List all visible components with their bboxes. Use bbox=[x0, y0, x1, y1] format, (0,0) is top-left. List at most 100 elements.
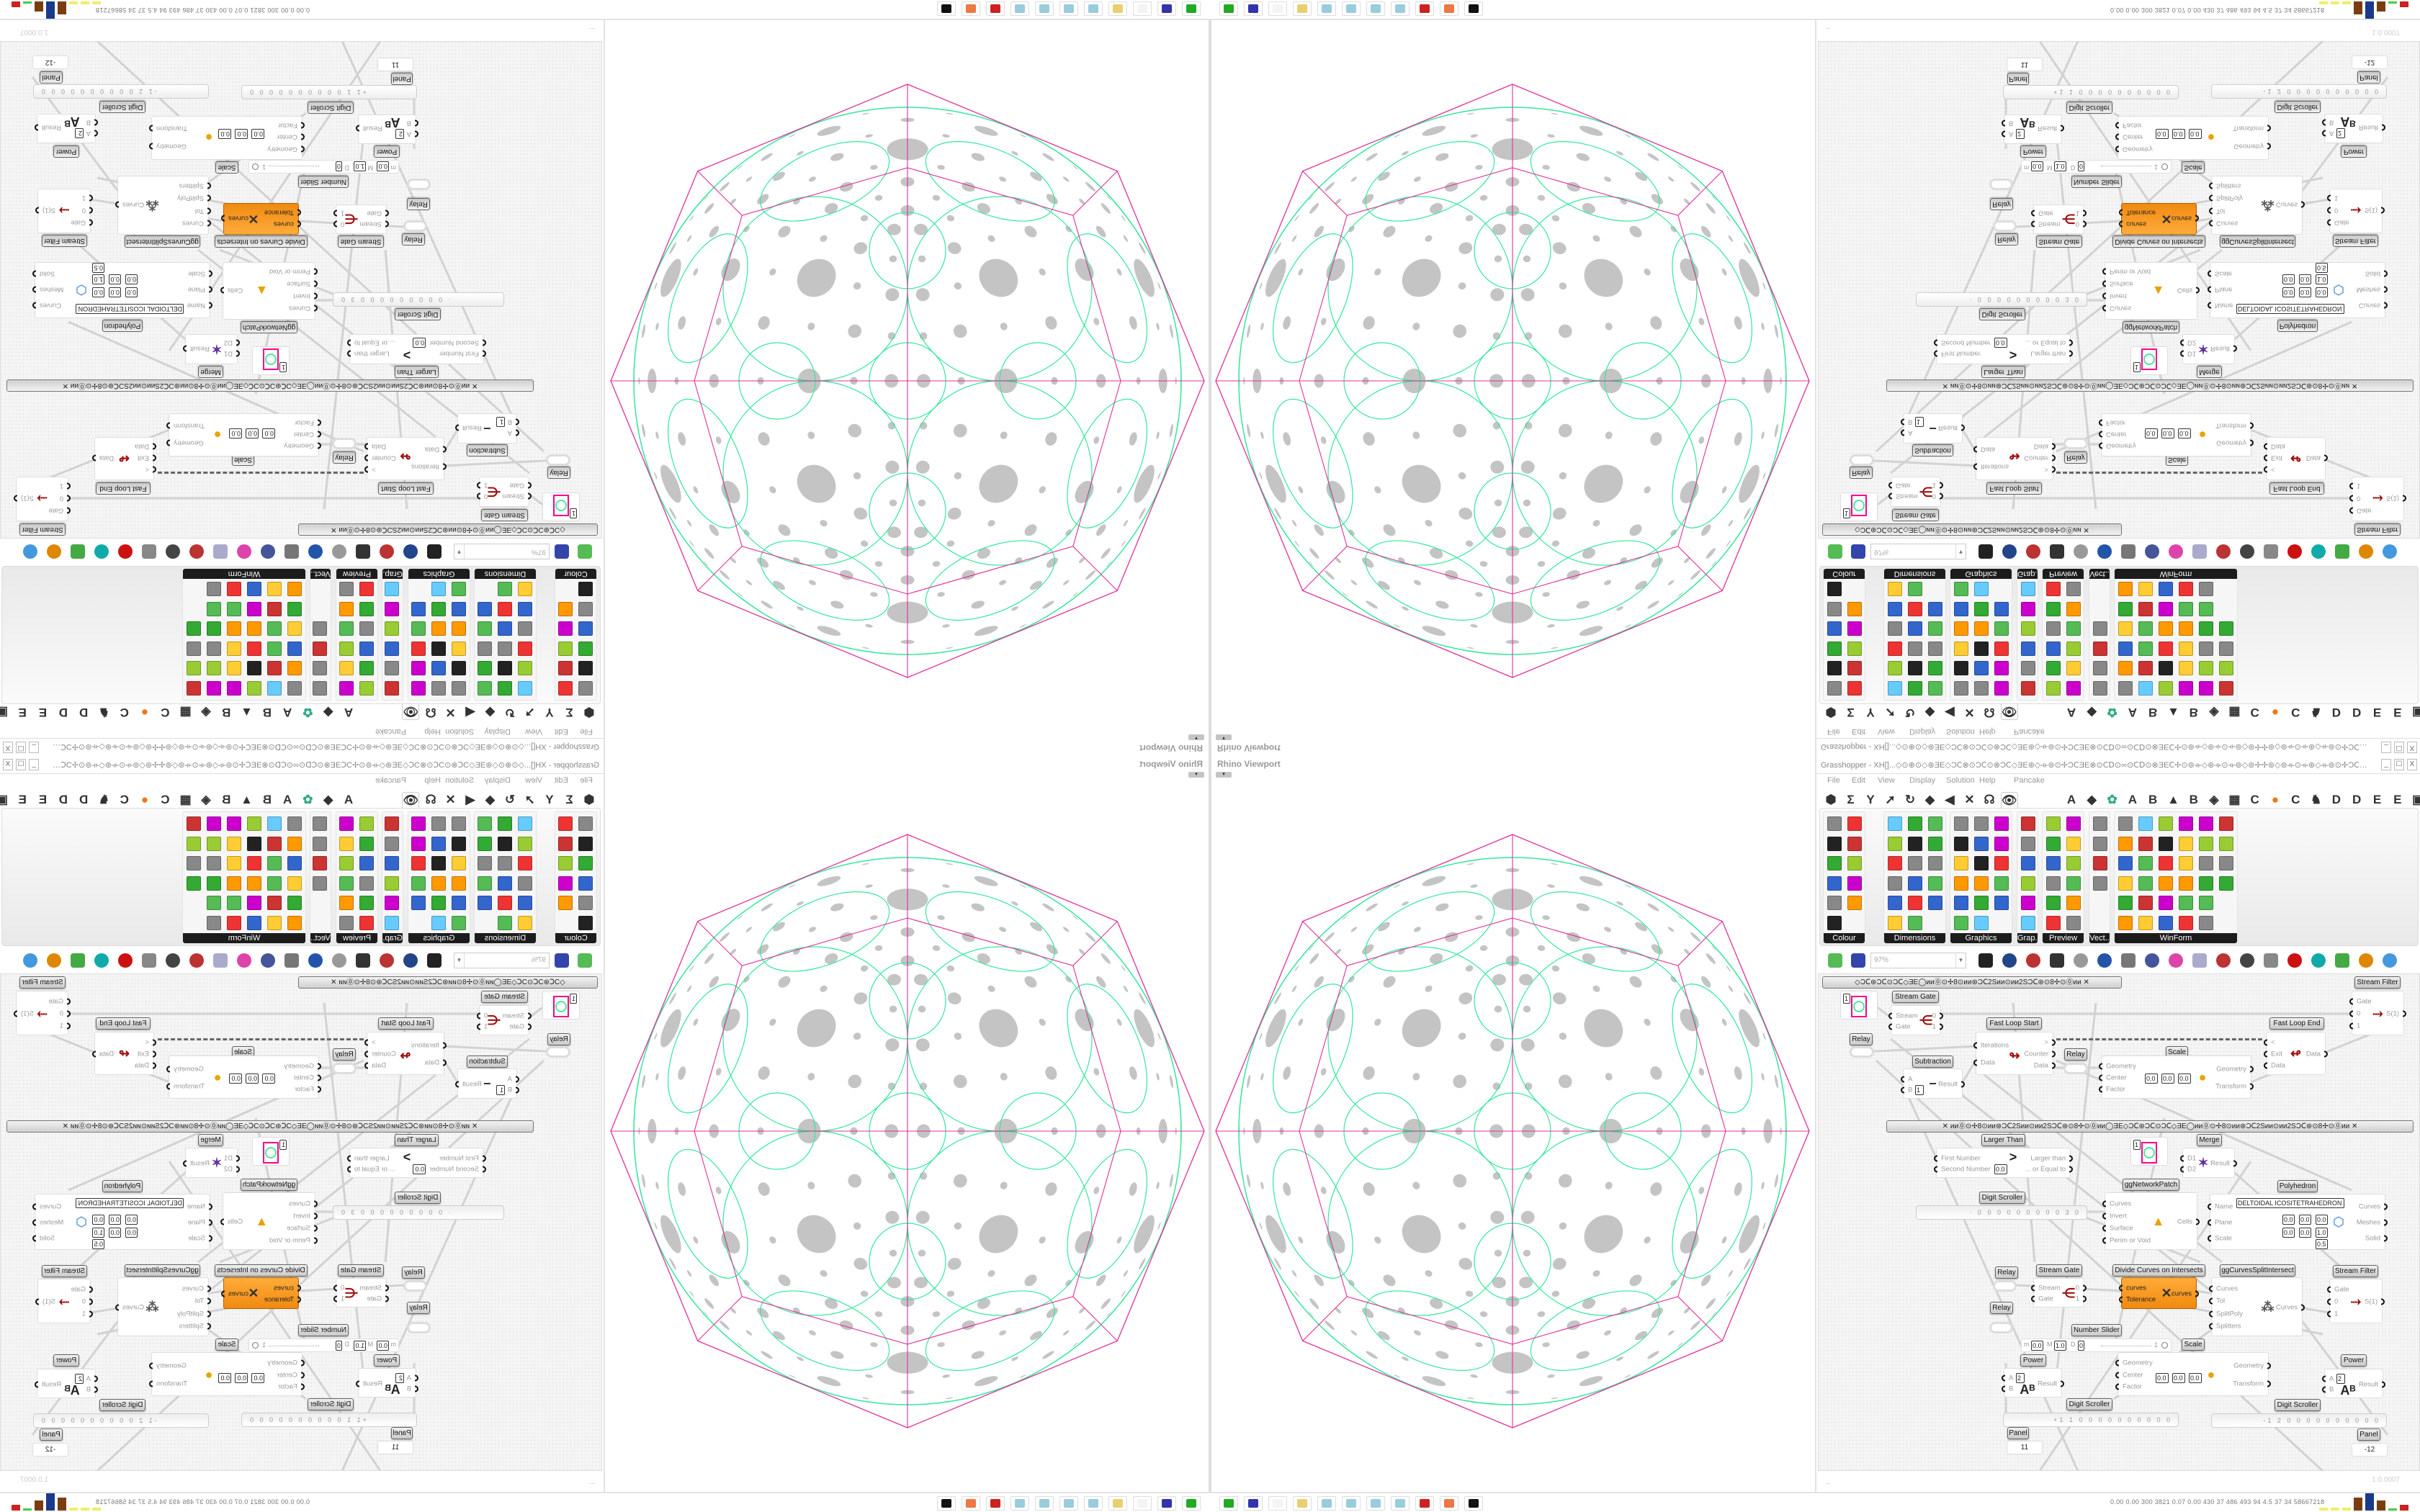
stream-gate-label[interactable]: Stream Gate bbox=[481, 509, 528, 521]
red-icon[interactable] bbox=[118, 544, 133, 559]
ribbon-tool-icon[interactable] bbox=[227, 915, 241, 930]
ribbon-tool-icon[interactable] bbox=[2066, 621, 2081, 636]
input-grip[interactable] bbox=[2264, 443, 2267, 450]
blank-icon[interactable] bbox=[1268, 1496, 1287, 1511]
green-icon[interactable] bbox=[71, 953, 85, 968]
menu-view[interactable]: View bbox=[525, 776, 542, 785]
ggnetworkpatch-label[interactable]: ggNetworkPatch bbox=[2123, 1179, 2179, 1191]
notepad-icon[interactable] bbox=[1035, 1496, 1054, 1511]
tab-icon-27[interactable]: ▣ bbox=[2409, 704, 2420, 720]
relay-node[interactable] bbox=[407, 179, 431, 190]
output-grip[interactable] bbox=[220, 1218, 224, 1225]
tab-icon-2[interactable]: Y bbox=[1866, 706, 1875, 719]
ribbon-tool-icon[interactable] bbox=[2118, 876, 2133, 891]
menu-edit[interactable]: Edit bbox=[1852, 727, 1865, 736]
ribbon-tool-icon[interactable] bbox=[1888, 681, 1902, 696]
ribbon-tool-icon[interactable] bbox=[227, 876, 241, 891]
menu-file[interactable]: File bbox=[1827, 727, 1840, 736]
power-component[interactable]: A B Result Aᴮ 2 bbox=[2002, 114, 2064, 144]
ribbon-tool-icon[interactable] bbox=[431, 621, 446, 636]
output-grip[interactable] bbox=[32, 270, 36, 277]
input-grip[interactable] bbox=[2327, 207, 2331, 214]
ribbon-tool-icon[interactable] bbox=[2138, 681, 2153, 696]
ribbon-tool-icon[interactable] bbox=[1827, 602, 1842, 616]
search-icon[interactable] bbox=[2145, 953, 2159, 968]
input-grip[interactable] bbox=[2208, 1219, 2211, 1226]
ribbon-panel-label[interactable]: Grap.. bbox=[382, 569, 403, 579]
input-grip[interactable] bbox=[2099, 431, 2102, 438]
ribbon-tool-icon[interactable] bbox=[452, 661, 466, 676]
group-bar[interactable]: ✕ ᴎᴎ⓪⊙✢8⊙ᴎᴎ⊛ƆⅭ2Sᴎᴎ⊙ᴎᴎ2SƆⅭ⊛⊙8✢⊙⓪ᴎᴎ◯ƎE◇ƆⅭ⊛… bbox=[6, 379, 534, 392]
ribbon-tool-icon[interactable] bbox=[187, 856, 201, 870]
ribbon-tool-icon[interactable] bbox=[2159, 582, 2173, 597]
tab-icon-16[interactable]: B bbox=[2189, 706, 2198, 719]
ribbon-tool-icon[interactable] bbox=[2159, 915, 2173, 930]
tab-icon-10[interactable]: A bbox=[2066, 793, 2076, 806]
input-grip[interactable] bbox=[2119, 1284, 2123, 1292]
tab-icon-23[interactable]: D bbox=[79, 793, 89, 806]
input-field-zx[interactable]: 0.0 bbox=[125, 274, 138, 284]
tab-icon-5[interactable]: ◆ bbox=[1924, 793, 1935, 806]
relay-label[interactable]: Relay bbox=[1995, 1266, 2018, 1279]
group-bar[interactable]: ◇ƆⅭ⊛ƆⅭ⊙ƆⅭ◇ƎE◯ᴎᴎ⓪⊙✢8⊙ᴎᴎ⊛ƆⅭ2Sᴎᴎ⊙ᴎᴎ2SƆⅭ⊛⊙8✢… bbox=[298, 523, 598, 536]
relay-node[interactable] bbox=[403, 220, 427, 232]
ribbon-tool-icon[interactable] bbox=[578, 621, 593, 636]
input-field-second[interactable]: 0.0 bbox=[1994, 1164, 2007, 1174]
ribbon-panel-label[interactable]: Vect.. bbox=[310, 933, 331, 943]
ribbon-tool-icon[interactable] bbox=[1908, 582, 1922, 597]
input-grip[interactable] bbox=[2322, 1375, 2326, 1382]
subtraction-label[interactable]: Subtraction bbox=[467, 1056, 508, 1068]
ribbon-panel-label[interactable]: Dimensions bbox=[475, 569, 536, 579]
viewport-menu-button[interactable]: ▾ bbox=[1216, 772, 1232, 778]
red-icon[interactable] bbox=[118, 953, 133, 968]
tab-icon-24[interactable]: D bbox=[2352, 706, 2362, 719]
input-grip[interactable] bbox=[2031, 1284, 2035, 1292]
ribbon-tool-icon[interactable] bbox=[247, 915, 261, 930]
stream-filter-label[interactable]: Stream Filter bbox=[19, 523, 66, 536]
polyhedron-component[interactable]: Name Plane Scale Curves Meshes Solid ⬡ DELTOIDA… bbox=[2208, 1194, 2388, 1250]
input-grip[interactable] bbox=[2209, 1310, 2213, 1318]
ribbon-tool-icon[interactable] bbox=[2159, 602, 2173, 616]
maximize-button[interactable]: ☐ bbox=[2394, 759, 2404, 770]
relay-label[interactable]: Relay bbox=[2064, 451, 2087, 464]
input-field-zy[interactable]: 0.0 bbox=[109, 274, 121, 284]
relay-node[interactable] bbox=[1989, 1322, 2013, 1333]
ribbon-tool-icon[interactable] bbox=[578, 836, 593, 851]
stream-gate-label[interactable]: Stream Gate bbox=[481, 991, 528, 1003]
tab-icon-25[interactable]: E bbox=[2372, 706, 2382, 719]
tab-icon-3[interactable]: ➚ bbox=[1885, 706, 1896, 719]
input-grip[interactable] bbox=[2102, 1237, 2106, 1243]
tab-icon-13[interactable]: A bbox=[2128, 706, 2138, 719]
input-field-y[interactable]: 0.0 bbox=[2161, 1074, 2174, 1084]
digit-scroller[interactable]: +1 1 0 0 0 0 0 0 0 0 0 0 bbox=[241, 1413, 417, 1427]
number-slider[interactable]: m 0.0 M 1.0 D 0 1 bbox=[248, 1338, 399, 1352]
zoom-combo[interactable]: 97% ▼ bbox=[1870, 544, 1966, 559]
ribbon-tool-icon[interactable] bbox=[578, 856, 593, 870]
ribbon-tool-icon[interactable] bbox=[1974, 602, 1989, 616]
input-grip[interactable] bbox=[2327, 1310, 2331, 1318]
notepad-icon[interactable] bbox=[1391, 1, 1410, 16]
stream-filter-component[interactable]: Gate 0 1 S(1) ⤑ bbox=[2327, 1279, 2385, 1323]
scale-label[interactable]: Scale bbox=[2182, 1338, 2205, 1351]
ribbon-tool-icon[interactable] bbox=[2021, 876, 2035, 891]
tab-icon-21[interactable]: C bbox=[120, 706, 129, 719]
ribbon-tool-icon[interactable] bbox=[498, 642, 512, 656]
slider-min[interactable]: 0.0 bbox=[377, 161, 389, 171]
scale-component[interactable]: Geometry Center Factor Geometry Transform ● 0.… bbox=[166, 413, 321, 456]
tab-icon-12[interactable]: ✿ bbox=[302, 793, 313, 806]
red-app-icon[interactable] bbox=[1415, 1496, 1434, 1511]
ribbon-tool-icon[interactable] bbox=[2138, 896, 2153, 910]
ribbon-tool-icon[interactable] bbox=[2046, 876, 2061, 891]
power-label[interactable]: Power bbox=[374, 1354, 400, 1367]
sphere-icon[interactable] bbox=[2383, 544, 2397, 559]
save-icon[interactable] bbox=[555, 544, 569, 559]
ribbon-tool-icon[interactable] bbox=[247, 856, 261, 870]
ribbon-tool-icon[interactable] bbox=[2066, 582, 2081, 597]
curve-param[interactable]: 1 bbox=[1840, 492, 1878, 521]
input-grip[interactable] bbox=[2099, 442, 2102, 449]
ribbon-tool-icon[interactable] bbox=[339, 836, 354, 851]
input-grip[interactable] bbox=[2002, 1374, 2005, 1382]
ribbon-tool-icon[interactable] bbox=[2199, 602, 2213, 616]
panel-label[interactable]: Panel bbox=[2007, 73, 2029, 85]
input-field-x[interactable]: 0.0 bbox=[2156, 1373, 2169, 1383]
